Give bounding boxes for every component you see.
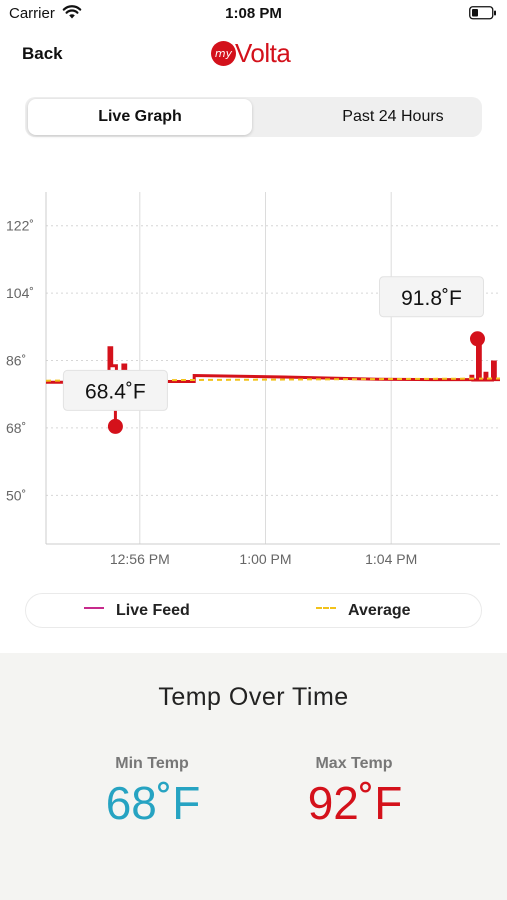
max-temp-value: 92˚F	[307, 777, 403, 829]
temp-stats-panel: Temp Over Time Min Temp 68˚F Max Temp 92…	[0, 653, 507, 900]
min-callout-box	[62, 369, 168, 411]
max-callout-box	[378, 276, 484, 318]
min-marker-dot	[107, 418, 123, 434]
chart-legend: Live Feed Average	[25, 593, 482, 628]
legend-average-label: Average	[348, 602, 411, 619]
legend-live-label: Live Feed	[116, 602, 190, 619]
status-bar: Carrier 1:08 PM	[0, 0, 507, 28]
wifi-icon	[62, 4, 82, 24]
carrier-label: Carrier	[9, 5, 55, 22]
y-tick-label: 50˚	[6, 487, 26, 503]
logo-word: Volta	[235, 38, 291, 68]
stats-title: Temp Over Time	[158, 683, 349, 711]
min-callout-label: 68.4˚F	[85, 380, 146, 403]
legend-live-swatch	[84, 606, 104, 609]
temperature-chart: 122˚ 104˚ 86˚ 68˚ 50˚ 12:56 PM 1:00 PM 1:04 PM 6…	[6, 192, 501, 567]
x-tick-label: 1:04 PM	[365, 551, 417, 567]
x-tick-label: 12:56 PM	[110, 551, 170, 567]
y-tick-label: 122˚	[6, 218, 34, 234]
battery-icon	[469, 6, 497, 24]
graph-range-toggle: Live Graph Past 24 Hours	[25, 97, 482, 137]
y-tick-label: 86˚	[6, 353, 26, 369]
legend-average: Average	[316, 602, 411, 620]
x-tick-label: 1:00 PM	[239, 551, 291, 567]
tab-past-24-hours[interactable]: Past 24 Hours	[281, 99, 505, 135]
min-temp-label: Min Temp	[115, 755, 189, 772]
back-button[interactable]: Back	[22, 44, 63, 63]
max-temp-label: Max Temp	[315, 755, 393, 772]
max-callout-label: 91.8˚F	[401, 287, 462, 310]
tab-live-graph[interactable]: Live Graph	[28, 99, 252, 135]
y-tick-label: 68˚	[6, 420, 26, 436]
status-time: 1:08 PM	[225, 5, 282, 22]
nav-bar: Back my Volta	[0, 36, 507, 76]
logo-badge: my	[211, 41, 236, 66]
max-marker-dot	[469, 331, 485, 347]
legend-average-swatch	[316, 606, 336, 609]
legend-live-feed: Live Feed	[84, 602, 190, 620]
y-tick-label: 104˚	[6, 285, 34, 301]
min-temp-value: 68˚F	[105, 777, 201, 829]
